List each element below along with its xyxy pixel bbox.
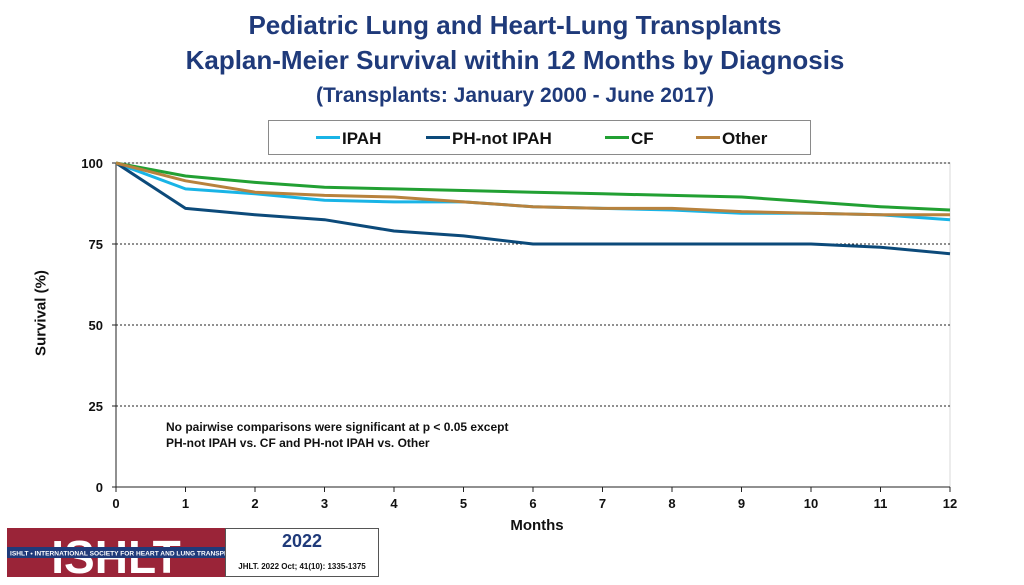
annotation-line-2: PH-not IPAH vs. CF and PH-not IPAH vs. O… bbox=[166, 436, 430, 450]
legend-item-ph-not-ipah: PH-not IPAH bbox=[426, 129, 552, 149]
legend-label-ph-not-ipah: PH-not IPAH bbox=[452, 129, 552, 148]
legend-item-other: Other bbox=[696, 129, 767, 149]
legend-label-ipah: IPAH bbox=[342, 129, 382, 148]
ishlt-logo: ISHLT ISHLT • INTERNATIONAL SOCIETY FOR … bbox=[7, 528, 225, 577]
x-tick-label-6: 6 bbox=[529, 496, 536, 511]
legend-label-cf: CF bbox=[631, 129, 654, 148]
legend-item-ipah: IPAH bbox=[316, 129, 381, 149]
x-tick-label-0: 0 bbox=[112, 496, 119, 511]
x-tick-label-9: 9 bbox=[738, 496, 745, 511]
x-tick-label-3: 3 bbox=[321, 496, 328, 511]
chart-legend: IPAH PH-not IPAH CF Other bbox=[268, 120, 811, 155]
x-tick-label-11: 11 bbox=[874, 496, 888, 511]
y-tick-label-50: 50 bbox=[89, 318, 103, 333]
series-cf-line bbox=[115, 161, 951, 212]
citation-box: 2022 JHLT. 2022 Oct; 41(10): 1335-1375 bbox=[225, 528, 379, 577]
logo-strip bbox=[7, 547, 225, 558]
x-tick-label-8: 8 bbox=[668, 496, 675, 511]
x-tick-label-7: 7 bbox=[599, 496, 606, 511]
chart-title: Pediatric Lung and Heart-Lung Transplant… bbox=[248, 10, 782, 40]
legend-label-other: Other bbox=[722, 129, 768, 148]
chart-subtitle: Kaplan-Meier Survival within 12 Months b… bbox=[185, 45, 845, 75]
x-tick-label-2: 2 bbox=[251, 496, 258, 511]
legend-swatch-ipah bbox=[316, 136, 340, 140]
x-tick-label-12: 12 bbox=[943, 496, 957, 511]
x-axis-label: Months bbox=[510, 517, 563, 534]
publication-year: 2022 bbox=[281, 531, 323, 551]
y-tick-label-25: 25 bbox=[89, 399, 103, 414]
logo-strip-text: ISHLT • INTERNATIONAL SOCIETY FOR HEART … bbox=[10, 551, 225, 558]
legend-item-cf: CF bbox=[605, 129, 654, 149]
x-tick-label-10: 10 bbox=[804, 496, 818, 511]
y-tick-label-0: 0 bbox=[96, 480, 103, 495]
x-tick-label-4: 4 bbox=[390, 496, 398, 511]
legend-swatch-other bbox=[696, 136, 720, 140]
x-tick-label-1: 1 bbox=[182, 496, 189, 511]
x-tick-label-5: 5 bbox=[460, 496, 467, 511]
chart-date-range: (Transplants: January 2000 - June 2017) bbox=[315, 84, 714, 107]
y-tick-label-100: 100 bbox=[81, 156, 103, 171]
journal-citation: JHLT. 2022 Oct; 41(10): 1335-1375 bbox=[238, 562, 366, 571]
y-tick-label-75: 75 bbox=[89, 237, 103, 252]
legend-swatch-ph-not-ipah bbox=[426, 136, 450, 140]
series-ph-not-ipah-line bbox=[115, 161, 951, 256]
annotation-line-1: No pairwise comparisons were significant… bbox=[166, 420, 508, 434]
series-other-line bbox=[115, 161, 950, 217]
legend-swatch-cf bbox=[605, 136, 629, 140]
